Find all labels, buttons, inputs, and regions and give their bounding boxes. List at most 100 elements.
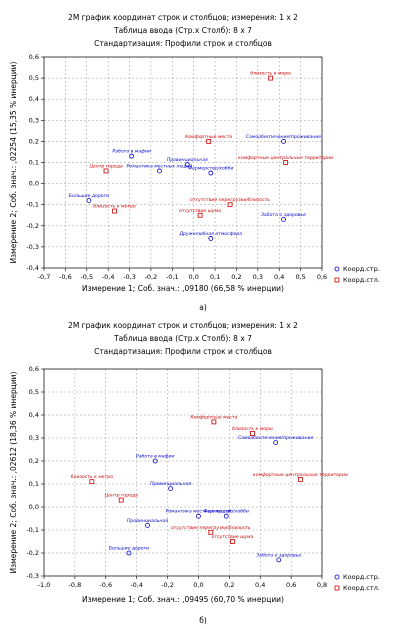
point-label: близость к метро [71,474,113,480]
point [206,138,212,144]
x-tick-label: -0,3 [123,273,136,281]
y-tick-label: 0,4 [29,411,39,419]
y-axis-label: Измерение 2; Соб. знач.: ,02254 (15,35 %… [9,61,18,263]
point [268,75,274,81]
point [297,476,303,482]
legend-label: Коорд.стр. [343,573,380,581]
legend-label: Коорд.стл. [343,276,380,284]
point [230,539,235,544]
point-label: отсутствие шума [212,535,254,540]
point [86,198,92,203]
y-tick-label: 0,6 [29,365,39,373]
caption: а) [199,303,207,312]
x-tick-label: 0,4 [255,581,265,589]
legend-label: Коорд.стр. [343,265,380,273]
legend-marker [334,585,340,591]
point [276,557,282,563]
chart-note: Стандартизация: Профили строк и столбцов [94,347,272,356]
point-label: Центр города [105,493,139,499]
point [196,513,201,519]
y-tick-label: 0,0 [29,180,39,188]
x-tick-label: -0,7 [38,273,51,281]
y-tick-label: 0,5 [29,74,39,82]
chart-title: 2М график координат строк и столбцов; из… [68,13,298,22]
y-tick-label: 0,2 [29,457,39,465]
y-tick-label: -0,1 [26,526,39,534]
point [273,440,279,446]
point-label: Фермерство/хобби [188,166,233,172]
point [208,529,214,535]
y-tick-label: 0,1 [29,159,39,167]
y-tick-label: 0,6 [29,53,39,61]
chart-note: Стандартизация: Профили строк и столбцов [94,39,272,48]
y-tick-label: -0,2 [26,549,39,557]
legend-label: Коорд.стл. [343,584,380,592]
point [250,430,255,436]
y-tick-label: -0,3 [26,243,39,251]
point [283,160,289,165]
x-tick-label: 0,0 [189,273,199,281]
x-tick-label: -0,2 [145,273,158,281]
x-tick-label: 0,2 [231,273,241,281]
y-tick-label: -0,2 [26,222,39,230]
point-label: отсутствие перегрузки/близость [190,197,270,203]
point [211,419,217,425]
x-tick-label: -0,8 [69,581,82,589]
point-label: Работа в мафии [136,454,175,460]
point-label: отсутствие перегрузки/близость [171,525,251,531]
x-tick-label: -0,6 [59,273,72,281]
x-tick-label: -0,5 [80,273,93,281]
point-label: Провинциальная [167,157,208,163]
point-label: Центр города [89,163,123,169]
point [89,479,95,485]
y-tick-label: 0,0 [29,503,39,511]
legend-marker [334,277,340,283]
x-tick-label: 0,1 [210,273,220,281]
y-tick-label: 0,3 [29,116,39,124]
point [197,212,203,218]
point-label: Забота о здоровье [261,212,306,218]
y-axis-label: Измерение 2; Соб. знач.: ,02612 (18,36 %… [9,371,18,573]
point [208,236,214,241]
point-label: Фермерство/хобби [204,509,249,515]
point [112,208,117,214]
x-tick-label: -0,1 [166,273,179,281]
point-label: Провинциальная [150,481,191,487]
point-label: близость к морю [232,426,273,432]
point [152,458,158,464]
plot-frame [43,368,323,577]
y-tick-label: -0,4 [26,264,39,272]
point-label: Забота о здоровье [256,552,301,558]
y-tick-label: -0,3 [26,572,39,580]
point-label: Романтика местных людей [127,163,193,169]
caption: б) [199,616,207,625]
chart-subtitle: Таблица ввода (Стр.x Столб): 8 x 7 [113,334,252,343]
point [223,513,229,519]
y-tick-label: 0,4 [29,95,39,103]
chart-title: 2М график координат строк и столбцов; из… [68,321,298,330]
x-tick-label: 0,6 [317,273,327,281]
y-tick-label: 0,2 [29,137,39,145]
x-tick-label: -1,0 [38,581,51,589]
point-label: отсутствие шума [179,209,221,214]
x-tick-label: -0,2 [161,581,174,589]
point [208,170,214,176]
chart-subtitle: Таблица ввода (Стр.x Столб): 8 x 7 [113,26,252,35]
point [145,523,150,528]
point [281,217,286,222]
point [157,168,162,174]
point-label: Комфортные места [190,414,237,420]
point [129,153,135,159]
x-tick-label: 0,2 [224,581,234,589]
point-label: Романтика местных людей [166,509,232,515]
x-tick-label: 0,0 [193,581,203,589]
y-tick-label: 0,1 [29,480,39,488]
x-tick-label: 0,3 [253,273,263,281]
point [126,550,132,556]
legend-marker [334,574,340,580]
x-axis-label: Измерение 1; Соб. знач.: ,09495 (60,70 %… [82,595,284,604]
x-tick-label: 0,6 [286,581,296,589]
point-label: Провинциальная [127,518,168,524]
point [184,162,190,168]
